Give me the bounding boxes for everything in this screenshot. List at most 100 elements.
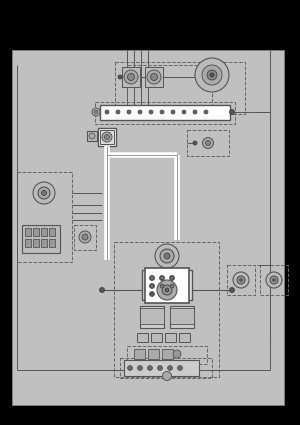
Bar: [87, 131, 97, 141]
Bar: [100, 105, 230, 120]
Circle shape: [170, 284, 174, 288]
Circle shape: [92, 108, 100, 116]
Circle shape: [202, 138, 214, 148]
Circle shape: [272, 278, 275, 281]
Circle shape: [160, 292, 164, 297]
Bar: [140, 308, 164, 324]
Bar: [22, 225, 60, 253]
Circle shape: [82, 234, 88, 240]
Bar: [151, 333, 162, 342]
Bar: [260, 265, 288, 295]
Circle shape: [160, 110, 164, 114]
Bar: [179, 333, 190, 342]
Bar: [170, 306, 194, 328]
Bar: [170, 308, 194, 324]
Circle shape: [160, 249, 174, 263]
Circle shape: [160, 275, 164, 281]
Circle shape: [157, 280, 177, 300]
Circle shape: [170, 276, 174, 280]
Circle shape: [182, 110, 186, 114]
Circle shape: [138, 110, 142, 114]
Bar: [49, 228, 55, 236]
Bar: [142, 270, 192, 300]
Circle shape: [204, 110, 208, 114]
Bar: [74, 225, 96, 250]
Circle shape: [150, 276, 154, 280]
Bar: [127, 346, 207, 364]
Circle shape: [149, 110, 153, 114]
Bar: [25, 239, 31, 247]
Circle shape: [148, 366, 152, 371]
Circle shape: [158, 366, 163, 371]
Circle shape: [171, 110, 175, 114]
Circle shape: [169, 283, 175, 289]
Circle shape: [210, 73, 214, 77]
Bar: [145, 67, 163, 87]
Bar: [120, 358, 212, 378]
Bar: [227, 265, 255, 295]
Circle shape: [163, 371, 172, 380]
Circle shape: [100, 287, 104, 292]
Circle shape: [178, 366, 182, 371]
Bar: [122, 67, 140, 87]
Circle shape: [160, 283, 164, 289]
Circle shape: [155, 244, 179, 268]
Circle shape: [149, 283, 154, 289]
Circle shape: [38, 187, 50, 199]
Bar: [187, 130, 229, 156]
Bar: [124, 360, 199, 376]
Circle shape: [104, 134, 110, 139]
Circle shape: [206, 141, 211, 145]
Circle shape: [94, 110, 98, 114]
Circle shape: [193, 141, 197, 145]
Circle shape: [151, 74, 158, 80]
Bar: [33, 228, 39, 236]
Circle shape: [79, 231, 91, 243]
Bar: [17, 172, 72, 262]
Bar: [95, 102, 235, 124]
Circle shape: [116, 110, 120, 114]
Circle shape: [105, 110, 109, 114]
Bar: [165, 333, 176, 342]
Bar: [162, 349, 173, 359]
Circle shape: [270, 276, 278, 284]
Bar: [137, 333, 148, 342]
Circle shape: [89, 133, 95, 139]
Bar: [25, 228, 31, 236]
Circle shape: [230, 287, 235, 292]
Bar: [33, 239, 39, 247]
Circle shape: [118, 75, 122, 79]
Bar: [100, 130, 114, 144]
Circle shape: [233, 272, 249, 288]
Circle shape: [195, 58, 229, 92]
Circle shape: [207, 70, 217, 80]
Circle shape: [149, 292, 154, 297]
Circle shape: [160, 276, 164, 280]
Circle shape: [147, 70, 161, 84]
Circle shape: [149, 275, 154, 281]
Circle shape: [128, 74, 134, 80]
Bar: [145, 268, 189, 303]
Circle shape: [167, 366, 172, 371]
Circle shape: [137, 366, 142, 371]
Circle shape: [162, 285, 172, 295]
Circle shape: [160, 284, 164, 288]
Circle shape: [237, 276, 245, 284]
Bar: [41, 239, 47, 247]
Circle shape: [266, 272, 282, 288]
Bar: [49, 239, 55, 247]
Circle shape: [150, 284, 154, 288]
Circle shape: [33, 182, 55, 204]
Bar: [12, 50, 284, 405]
Circle shape: [127, 110, 131, 114]
Bar: [41, 228, 47, 236]
Circle shape: [41, 190, 46, 196]
Bar: [114, 242, 219, 377]
Circle shape: [169, 275, 175, 281]
Circle shape: [202, 65, 222, 85]
Bar: [115, 62, 245, 114]
Bar: [127, 65, 212, 113]
Circle shape: [230, 110, 235, 114]
Circle shape: [169, 292, 175, 297]
Circle shape: [164, 253, 170, 259]
